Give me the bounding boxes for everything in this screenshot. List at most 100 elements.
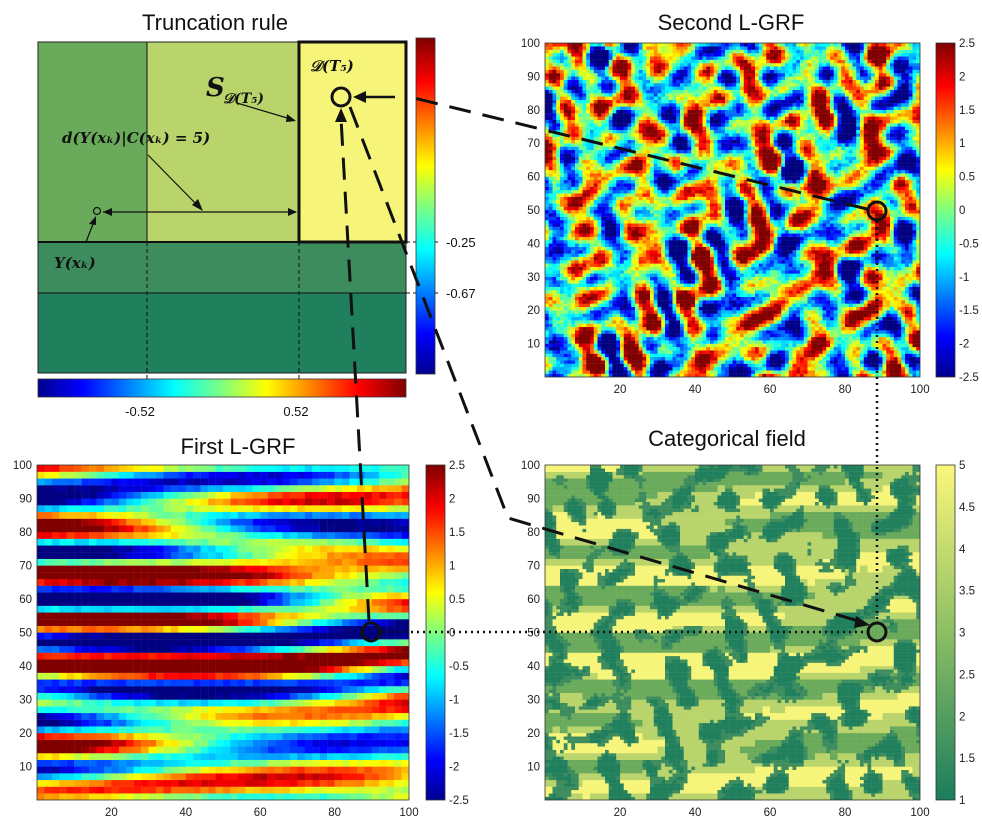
colorbar-tick-label: 3.5	[959, 586, 975, 598]
x-tick-label: 100	[910, 384, 929, 396]
y-tick-label: 90	[527, 494, 540, 506]
colorbar-tick-label: 2	[449, 494, 455, 506]
x-tick-label: 20	[614, 384, 627, 396]
y-tick-label: 70	[19, 561, 32, 573]
y-tick-label: 100	[13, 460, 32, 472]
colorbar-tick-label: 3	[959, 628, 965, 640]
colorbar-tick-label: 2.5	[959, 38, 975, 50]
colorbar-tick-label: 0	[449, 628, 455, 640]
colorbar-tick-label: -2	[959, 339, 969, 351]
x-tick-label: 80	[839, 807, 852, 819]
x-tick-label: 40	[689, 384, 702, 396]
colorbar-tick-label: 4.5	[959, 502, 975, 514]
y-xk-point	[92, 206, 102, 216]
colorbar-tick-label: 1.5	[449, 527, 465, 539]
y-tick-label: 10	[527, 339, 540, 351]
x-tick-label: 80	[328, 807, 341, 819]
x-tick-label: 60	[254, 807, 267, 819]
x-threshold-high: 0.52	[283, 404, 308, 419]
y-tick-label: 20	[527, 728, 540, 740]
d-t5-label: 𝒟(T₅)	[310, 57, 354, 75]
x-tick-label: 100	[910, 807, 929, 819]
y-tick-label: 100	[521, 460, 540, 472]
colorbar-tick-label: 0.5	[959, 172, 975, 184]
categorical-panel: Categorical field 20 40 60 80 100 10 20 30 40 50 6…	[521, 426, 975, 819]
second-grf-colorbar	[935, 42, 956, 378]
y-tick-label: 20	[527, 305, 540, 317]
region-d-t5	[297, 40, 408, 244]
categorical-field	[545, 465, 920, 800]
truncation-rule-title: Truncation rule	[142, 10, 288, 35]
categorical-marker	[866, 621, 888, 643]
connector-lines	[335, 91, 888, 643]
y-tick-label: 90	[19, 494, 32, 506]
region-cat1	[38, 293, 406, 373]
x-tick-label: 60	[764, 807, 777, 819]
region-cat4	[147, 42, 299, 242]
first-grf-field	[37, 465, 409, 800]
colorbar-tick-label: -1.5	[449, 728, 469, 740]
y-tick-label: 60	[527, 594, 540, 606]
y-tick-label: 50	[527, 628, 540, 640]
s-label-main: S	[206, 73, 225, 103]
y-tick-label: 70	[527, 138, 540, 150]
categorical-colorbar	[935, 464, 956, 801]
colorbar-tick-label: 1	[449, 561, 455, 573]
y-tick-label: 40	[19, 661, 32, 673]
colorbar-tick-label: 1.5	[959, 105, 975, 117]
colorbar-tick-label: 2.5	[959, 669, 975, 681]
second-grf-marker	[866, 200, 888, 222]
first-grf-marker	[360, 621, 382, 643]
y-tick-label: 70	[527, 561, 540, 573]
region-cat2	[38, 242, 406, 293]
y-tick-label: 40	[527, 661, 540, 673]
point-label: Y(xₖ)	[54, 254, 96, 272]
second-grf-field	[545, 43, 920, 377]
y-tick-label: 100	[521, 38, 540, 50]
y-tick-label: 50	[19, 628, 32, 640]
y-tick-label: 30	[527, 695, 540, 707]
x-tick-label: 20	[105, 807, 118, 819]
colorbar-tick-label: -1.5	[959, 305, 979, 317]
y-tick-label: 80	[527, 105, 540, 117]
y-threshold-low: -0.67	[446, 286, 476, 301]
x-tick-label: 60	[764, 384, 777, 396]
y-tick-label: 90	[527, 71, 540, 83]
region-cat3	[38, 42, 147, 242]
colorbar-tick-label: -2.5	[449, 795, 469, 807]
first-grf-panel: First L-GRF 20 40 60 80 10010203040506070809…	[13, 434, 469, 819]
second-grf-title: Second L-GRF	[658, 10, 805, 35]
colorbar-tick-label: 5	[959, 460, 965, 472]
colorbar-tick-label: -0.5	[959, 238, 979, 250]
truncation-colorbar-horizontal	[37, 378, 407, 398]
y-tick-label: 10	[527, 762, 540, 774]
y-tick-label: 30	[19, 695, 32, 707]
colorbar-tick-label: 2	[959, 711, 965, 723]
y-tick-label: 80	[527, 527, 540, 539]
x-tick-label: 40	[179, 807, 192, 819]
x-tick-label: 20	[614, 807, 627, 819]
colorbar-tick-label: 0	[959, 205, 965, 217]
second-grf-panel: Second L-GRF 20 40 60 80 1001020304050607080…	[521, 10, 979, 396]
truncation-rule-panel: Truncation rule -0.52 0.52 -0.25 -0.67 S…	[37, 10, 476, 419]
d-t5-marker	[330, 86, 352, 108]
y-tick-label: 50	[527, 205, 540, 217]
colorbar-tick-label: 4	[959, 544, 966, 556]
x-threshold-low: -0.52	[125, 404, 155, 419]
categorical-title: Categorical field	[648, 426, 806, 451]
first-grf-title: First L-GRF	[181, 434, 296, 459]
x-tick-label: 80	[839, 384, 852, 396]
y-tick-label: 10	[19, 762, 32, 774]
colorbar-tick-label: -1	[449, 695, 459, 707]
distance-label: d(Y(xₖ)|C(xₖ) = 5)	[62, 129, 210, 147]
y-tick-label: 30	[527, 272, 540, 284]
y-tick-label: 80	[19, 527, 32, 539]
colorbar-tick-label: -2	[449, 762, 459, 774]
colorbar-tick-label: 1	[959, 138, 965, 150]
truncation-colorbar-vertical	[415, 37, 436, 375]
colorbar-tick-label: 0.5	[449, 594, 465, 606]
y-tick-label: 20	[19, 728, 32, 740]
y-tick-label: 60	[527, 172, 540, 184]
colorbar-tick-label: 1.5	[959, 753, 975, 765]
